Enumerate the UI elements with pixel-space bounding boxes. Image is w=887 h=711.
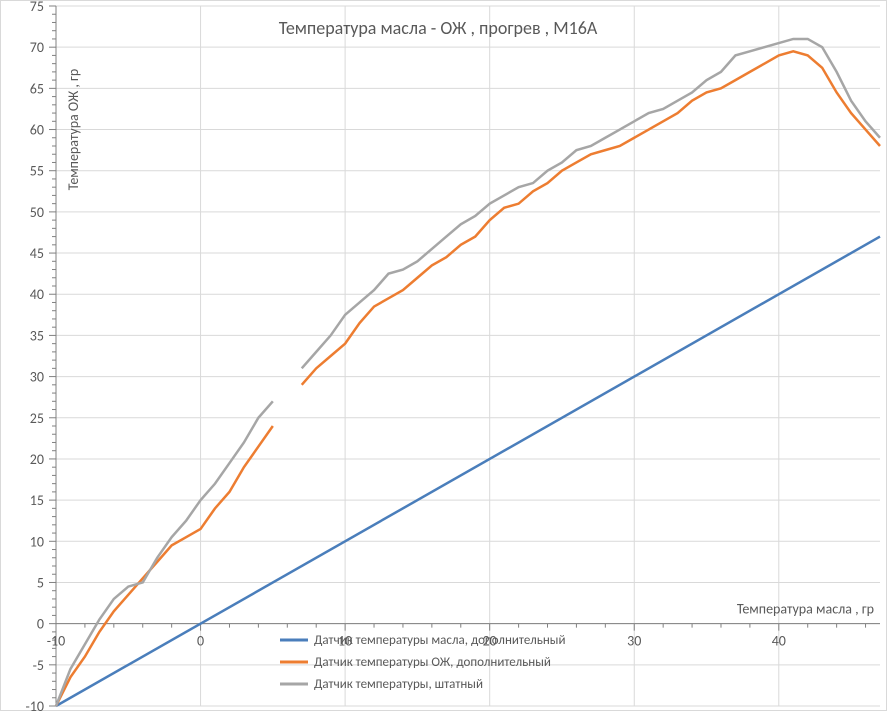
x-tick-label: 30	[627, 633, 641, 650]
y-tick-label: -10	[26, 698, 44, 711]
y-tick-label: 55	[30, 163, 44, 180]
y-tick-label: 70	[30, 39, 44, 56]
y-axis-label: Температура ОЖ , гр	[65, 69, 82, 190]
legend-label: Датчик температуры ОЖ, дополнительный	[314, 655, 551, 670]
y-tick-label: 40	[30, 286, 44, 303]
x-tick-label: -10	[47, 633, 65, 650]
y-tick-label: 45	[30, 245, 44, 262]
y-tick-label: 5	[37, 574, 44, 591]
y-tick-label: 75	[30, 0, 44, 15]
y-tick-label: 60	[30, 122, 44, 139]
y-tick-label: 25	[30, 410, 44, 427]
x-tick-label: 40	[772, 633, 786, 650]
y-tick-label: 0	[37, 616, 44, 633]
y-tick-label: 50	[30, 204, 44, 221]
series-1	[302, 51, 880, 385]
line-chart: -10010203040-10-505101520253035404550556…	[0, 0, 887, 711]
y-tick-label: 35	[30, 327, 44, 344]
y-tick-label: 15	[30, 492, 44, 509]
chart-title: Температура масла - ОЖ , прогрев , М16А	[279, 17, 598, 39]
y-tick-label: 65	[30, 80, 44, 97]
legend-label: Датчик температуры масла, дополнительный	[314, 633, 565, 648]
x-tick-label: 0	[197, 633, 204, 650]
y-tick-label: -5	[33, 657, 44, 674]
y-tick-label: 30	[30, 369, 44, 386]
series-1	[56, 426, 273, 706]
y-tick-label: 20	[30, 451, 44, 468]
chart-container: { "chart": { "type": "line", "width": 88…	[0, 0, 887, 711]
legend-label: Датчик температуры, штатный	[314, 677, 483, 692]
y-tick-label: 10	[30, 533, 44, 550]
x-axis-label: Температура масла , гр	[737, 601, 874, 618]
